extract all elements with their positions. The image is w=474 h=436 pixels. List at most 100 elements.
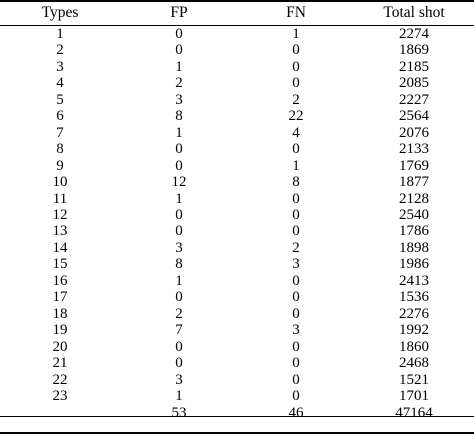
cell-fn: 2 <box>292 91 300 108</box>
header-rule <box>0 25 474 26</box>
cell-type: 21 <box>52 355 68 372</box>
cell-fp: 1 <box>175 124 183 141</box>
bottom-rule <box>0 432 474 434</box>
cell-fp: 2 <box>175 305 183 322</box>
cell-fp: 1 <box>175 190 183 207</box>
cell-type: 20 <box>52 338 68 355</box>
total-rule <box>0 416 474 417</box>
cell-fp: 8 <box>175 256 183 273</box>
cell-fn: 1 <box>292 26 300 42</box>
cell-total-shot: 1701 <box>399 387 429 404</box>
cell-fp: 0 <box>175 42 183 59</box>
cell-fp: 3 <box>175 91 183 108</box>
table-row: 21 0 0 2468 <box>0 355 474 371</box>
cell-fn: 8 <box>292 174 300 191</box>
header-total-shot: Total shot <box>383 4 445 21</box>
cell-total-shot: 1786 <box>399 223 429 240</box>
table-row: 11 1 0 2128 <box>0 191 474 207</box>
table-row: 6 8 22 2564 <box>0 108 474 124</box>
cell-fn: 0 <box>292 338 300 355</box>
cell-fn: 0 <box>292 42 300 59</box>
cell-type: 19 <box>52 322 68 339</box>
top-rule <box>0 0 474 2</box>
cell-fp: 0 <box>175 206 183 223</box>
cell-type: 11 <box>52 190 68 207</box>
cell-type: 1 <box>56 26 64 42</box>
cell-fp: 0 <box>175 141 183 158</box>
table-row: 8 0 0 2133 <box>0 141 474 157</box>
cell-total-shot: 2133 <box>399 141 429 158</box>
cell-fn: 0 <box>292 223 300 240</box>
cell-type: 6 <box>56 108 64 125</box>
cell-type: 10 <box>52 174 68 191</box>
cell-type: 12 <box>52 206 68 223</box>
cell-fn: 0 <box>292 75 300 92</box>
cell-type: 2 <box>56 42 64 59</box>
table-row: 15 8 3 1986 <box>0 256 474 272</box>
total-shot: 47164 <box>395 404 433 421</box>
cell-total-shot: 1769 <box>399 157 429 174</box>
total-fn: 46 <box>288 404 304 421</box>
cell-total-shot: 2076 <box>399 124 429 141</box>
table-row: 13 0 0 1786 <box>0 223 474 239</box>
cell-fn: 0 <box>292 272 300 289</box>
cell-type: 7 <box>56 124 64 141</box>
table-row: 22 3 0 1521 <box>0 372 474 388</box>
cell-fp: 3 <box>175 371 183 388</box>
cell-total-shot: 2185 <box>399 58 429 75</box>
cell-type: 14 <box>52 239 68 256</box>
table-row: 23 1 0 1701 <box>0 388 474 404</box>
cell-fp: 0 <box>175 157 183 174</box>
table-row: 17 0 0 1536 <box>0 289 474 305</box>
table-row: 16 1 0 2413 <box>0 273 474 289</box>
cell-fp: 8 <box>175 108 183 125</box>
table-row: 19 7 3 1992 <box>0 322 474 338</box>
header-fn: FN <box>286 4 306 21</box>
cell-type: 17 <box>52 289 68 306</box>
cell-total-shot: 1869 <box>399 42 429 59</box>
cell-type: 4 <box>56 75 64 92</box>
table-row: 14 3 2 1898 <box>0 240 474 256</box>
table-row: 3 1 0 2185 <box>0 59 474 75</box>
cell-fn: 0 <box>292 58 300 75</box>
table-row: 7 1 4 2076 <box>0 125 474 141</box>
cell-fn: 4 <box>292 124 300 141</box>
cell-type: 5 <box>56 91 64 108</box>
total-label <box>0 404 120 421</box>
results-table: Types FP FN Total shot 1 0 1 2274 2 0 0 1869 3 1 0… <box>0 0 474 421</box>
cell-fp: 0 <box>175 26 183 42</box>
cell-total-shot: 1860 <box>399 338 429 355</box>
cell-fp: 0 <box>175 338 183 355</box>
cell-fn: 3 <box>292 322 300 339</box>
cell-total-shot: 2227 <box>399 91 429 108</box>
cell-fn: 1 <box>292 157 300 174</box>
cell-total-shot: 2128 <box>399 190 429 207</box>
cell-fp: 0 <box>175 355 183 372</box>
table-row: 20 0 0 1860 <box>0 339 474 355</box>
table-row: 10 12 8 1877 <box>0 174 474 190</box>
cell-total-shot: 2276 <box>399 305 429 322</box>
cell-type: 22 <box>52 371 68 388</box>
table-header: Types FP FN Total shot <box>0 0 474 26</box>
cell-type: 8 <box>56 141 64 158</box>
cell-total-shot: 1877 <box>399 174 429 191</box>
cell-total-shot: 2468 <box>399 355 429 372</box>
cell-fn: 0 <box>292 190 300 207</box>
cell-type: 3 <box>56 58 64 75</box>
cell-fn: 0 <box>292 141 300 158</box>
cell-fn: 2 <box>292 239 300 256</box>
cell-type: 9 <box>56 157 64 174</box>
cell-total-shot: 1898 <box>399 239 429 256</box>
cell-fp: 7 <box>175 322 183 339</box>
cell-fn: 0 <box>292 305 300 322</box>
cell-fp: 12 <box>171 174 187 191</box>
cell-total-shot: 2085 <box>399 75 429 92</box>
header-types: Types <box>41 4 79 21</box>
cell-type: 18 <box>52 305 68 322</box>
cell-total-shot: 1521 <box>399 371 429 388</box>
cell-total-shot: 2274 <box>399 26 429 42</box>
cell-fn: 0 <box>292 355 300 372</box>
cell-type: 16 <box>52 272 68 289</box>
cell-fn: 3 <box>292 256 300 273</box>
table-row: 5 3 2 2227 <box>0 92 474 108</box>
